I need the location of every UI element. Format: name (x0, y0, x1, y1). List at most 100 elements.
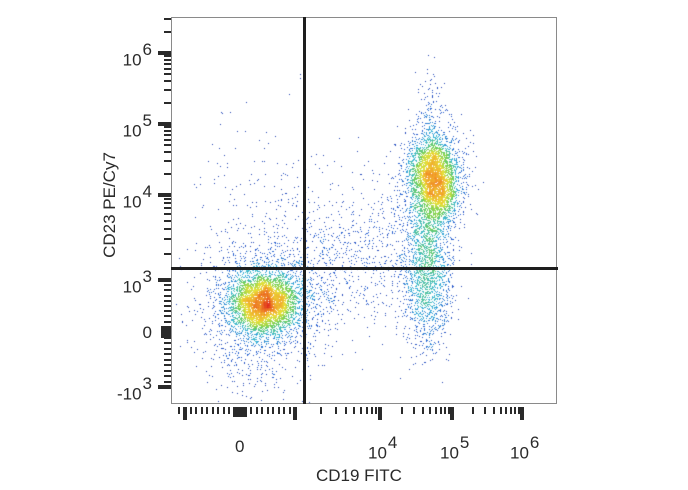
axis-tick (484, 407, 486, 414)
axis-tick (250, 407, 252, 414)
axis-tick (190, 407, 192, 414)
axis-tick (510, 407, 512, 414)
axis-tick (164, 364, 171, 366)
axis-tick (413, 407, 415, 414)
axis-tick (164, 238, 171, 240)
axis-tick (206, 407, 208, 414)
y-tick-label: 0 (142, 323, 152, 342)
axis-tick (164, 300, 171, 302)
axis-tick (164, 310, 171, 312)
axis-tick (472, 407, 474, 414)
y-tick-label: -103 (116, 374, 152, 404)
axis-tick (164, 134, 171, 136)
axis-tick (164, 305, 171, 307)
axis-tick (164, 220, 171, 222)
axis-tick (164, 213, 171, 215)
axis-tick (378, 407, 382, 420)
axis-tick (335, 407, 337, 414)
axis-tick (164, 102, 171, 104)
axis-tick (514, 407, 516, 414)
axis-tick (164, 353, 171, 355)
axis-tick (429, 407, 431, 414)
axis-tick (164, 130, 171, 132)
axis-tick (158, 193, 171, 197)
axis-tick (228, 407, 230, 414)
axis-tick (272, 407, 274, 414)
axis-tick (158, 385, 171, 389)
axis-tick (440, 407, 442, 414)
axis-tick (164, 59, 171, 61)
axis-tick (500, 407, 502, 414)
y-tick-label: 105 (122, 111, 152, 141)
axis-tick (164, 359, 171, 361)
y-tick-label: 103 (122, 267, 152, 297)
axis-tick (161, 326, 171, 338)
axis-tick (278, 407, 280, 414)
axis-tick (164, 315, 171, 317)
axis-tick (164, 160, 171, 162)
axis-tick (164, 31, 171, 33)
axis-tick (164, 73, 171, 75)
axis-tick (261, 407, 263, 414)
axis-tick (164, 253, 171, 255)
y-tick-label: 106 (122, 40, 152, 70)
axis-tick (164, 370, 171, 372)
axis-tick (493, 407, 495, 414)
axis-tick (164, 18, 171, 20)
axis-tick (518, 407, 520, 414)
axis-tick (371, 407, 373, 414)
axis-tick (520, 407, 524, 420)
axis-tick (164, 207, 171, 209)
x-tick-label: 104 (368, 433, 398, 463)
axis-tick (448, 407, 450, 414)
axis-tick (505, 407, 507, 414)
axis-tick (283, 407, 285, 414)
x-tick-label: 105 (440, 433, 470, 463)
axis-tick (422, 407, 424, 414)
axis-tick (164, 89, 171, 91)
quadrant-gate-vertical (303, 17, 306, 404)
axis-tick (267, 407, 269, 414)
axis-tick (401, 407, 403, 414)
axis-tick (164, 342, 171, 344)
axis-tick (164, 337, 171, 339)
axis-tick (375, 407, 377, 414)
axis-tick (293, 407, 297, 420)
axis-tick (158, 278, 171, 282)
axis-tick (164, 68, 171, 70)
axis-tick (212, 407, 214, 414)
axis-tick (164, 151, 171, 153)
axis-tick (164, 55, 171, 57)
axis-tick (217, 407, 219, 414)
axis-tick (164, 381, 171, 383)
axis-tick (233, 407, 247, 417)
axis-tick (345, 407, 347, 414)
quadrant-gate-horizontal (171, 267, 558, 270)
axis-tick (366, 407, 368, 414)
axis-tick (164, 375, 171, 377)
scatter-density-points (171, 17, 557, 404)
x-axis-title: CD19 FITC (316, 466, 402, 485)
axis-tick (158, 122, 171, 126)
axis-tick (164, 289, 171, 291)
axis-tick (360, 407, 362, 414)
axis-tick (158, 51, 171, 55)
axis-tick (450, 407, 454, 420)
y-axis-title: CD23 PE/Cy7 (100, 152, 119, 258)
axis-tick (223, 407, 225, 414)
axis-tick (164, 198, 171, 200)
y-tick-label: 104 (122, 182, 152, 212)
axis-tick (164, 126, 171, 128)
axis-tick (289, 407, 291, 414)
axis-tick (435, 407, 437, 414)
axis-tick (444, 407, 446, 414)
x-tick-label: 106 (510, 433, 540, 463)
axis-tick (164, 63, 171, 65)
axis-tick (320, 407, 322, 414)
x-tick-label: 0 (235, 437, 245, 456)
axis-tick (164, 144, 171, 146)
axis-tick (353, 407, 355, 414)
axis-tick (183, 407, 187, 420)
axis-tick (164, 139, 171, 141)
